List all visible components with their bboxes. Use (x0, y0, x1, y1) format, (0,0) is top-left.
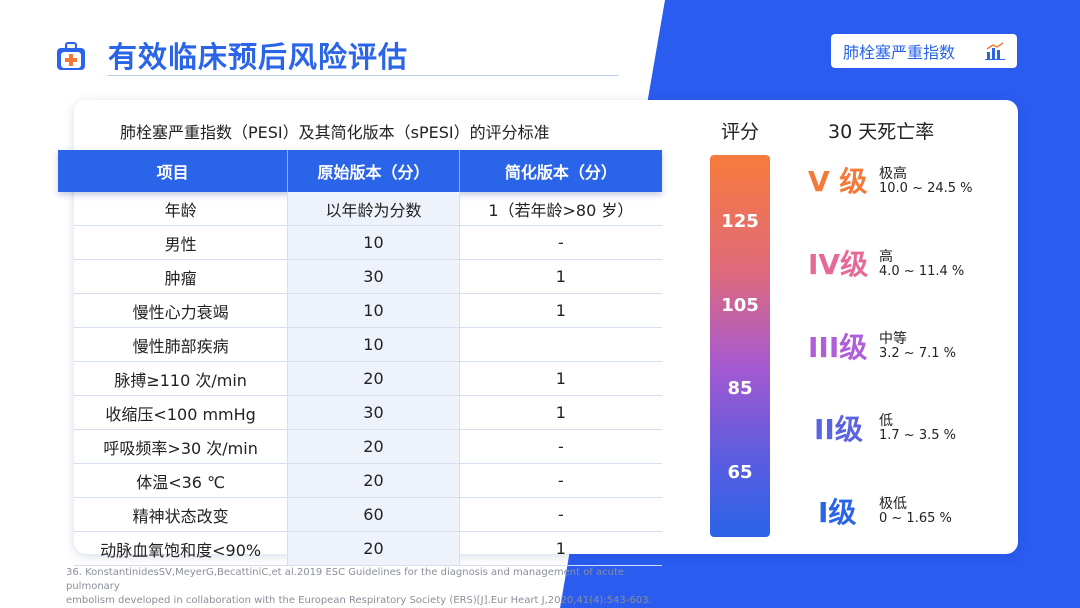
cell-original: 20 (287, 430, 459, 463)
page-title: 有效临床预后风险评估 (108, 40, 409, 74)
table-row: 年龄 以年龄为分数 1（若年龄>80 岁） (74, 192, 662, 226)
cell-item: 脉搏≥110 次/min (114, 370, 247, 390)
table-body: 年龄 以年龄为分数 1（若年龄>80 岁） 男性 10- 肿瘤 30 1 慢性心力衰竭 10… (74, 192, 662, 566)
level-grade: IV级 (808, 248, 869, 281)
cell-item: 呼吸频率>30 次/min (103, 438, 258, 458)
level-name: 极高 (879, 166, 907, 182)
score-tick: 105 (721, 295, 759, 316)
table-row: 男性 10- (74, 226, 662, 260)
cell-original: 30 (287, 396, 459, 429)
table-row: 慢性肺部疾病 10 (74, 328, 662, 362)
table-row: 动脉血氧饱和度<90% 20 1 (74, 532, 662, 566)
level-name: 极低 (879, 496, 907, 512)
cell-simplified (458, 328, 662, 361)
table-header: 项目 原始版本（分） 简化版本（分） (58, 150, 662, 192)
cell-simplified: 1 (458, 362, 662, 395)
score-tick: 65 (727, 462, 753, 483)
column-header-original: 原始版本（分） (287, 150, 458, 192)
topic-tag: 肺栓塞严重指数 (831, 34, 1017, 68)
score-tick: 85 (727, 378, 753, 399)
table-row: 肿瘤 30 1 (74, 260, 662, 294)
score-gradient-bar (710, 155, 770, 537)
level-name: 中等 (879, 331, 907, 347)
score-header: 评分 (721, 121, 760, 143)
table-row: 精神状态改变 60- (74, 498, 662, 532)
title-divider (108, 75, 618, 76)
footnote-line: 36. KonstantinidesSV,MeyerG,BecattiniC,e… (66, 567, 625, 592)
level-name: 高 (879, 249, 893, 265)
cell-simplified: 1（若年龄>80 岁） (458, 192, 662, 225)
cell-original: 10 (287, 226, 459, 259)
level-range: 10.0 ~ 24.5 % (879, 181, 973, 196)
medical-kit-icon (57, 42, 85, 70)
cell-item: 年龄 (164, 200, 197, 220)
table-row: 脉搏≥110 次/min 20 1 (74, 362, 662, 396)
cell-simplified: 1 (458, 260, 662, 293)
cell-original: 10 (287, 328, 459, 361)
cell-item: 精神状态改变 (132, 506, 229, 526)
cell-original: 30 (287, 260, 459, 293)
topic-tag-label: 肺栓塞严重指数 (843, 43, 956, 62)
level-range: 1.7 ~ 3.5 % (879, 428, 956, 443)
table-caption: 肺栓塞严重指数（PESI）及其简化版本（sPESI）的评分标准 (120, 123, 550, 142)
cell-simplified: - (458, 226, 662, 259)
footnote-line: embolism developed in collaboration with… (66, 595, 652, 606)
cell-original: 20 (287, 362, 459, 395)
level-grade: I级 (818, 496, 857, 529)
mortality-header: 30 天死亡率 (828, 121, 935, 143)
cell-original: 20 (287, 532, 459, 565)
level-grade: V 级 (808, 165, 868, 198)
table-row: 收缩压<100 mmHg 30 1 (74, 396, 662, 430)
cell-simplified: - (458, 430, 662, 463)
column-header-simplified: 简化版本（分） (458, 150, 662, 192)
table-row: 体温<36 ℃ 20- (74, 464, 662, 498)
cell-original: 以年龄为分数 (287, 192, 459, 225)
cell-item: 收缩压<100 mmHg (105, 404, 256, 424)
cell-item: 慢性肺部疾病 (132, 336, 229, 356)
cell-item: 肿瘤 (164, 268, 197, 288)
score-tick: 125 (721, 211, 759, 232)
table-row: 呼吸频率>30 次/min 20- (74, 430, 662, 464)
cell-original: 20 (287, 464, 459, 497)
cell-simplified: - (458, 464, 662, 497)
cell-simplified: 1 (458, 396, 662, 429)
cell-original: 60 (287, 498, 459, 531)
reference-footnote: 36. KonstantinidesSV,MeyerG,BecattiniC,e… (66, 566, 666, 608)
cell-item: 体温<36 ℃ (136, 472, 226, 492)
level-range: 4.0 ~ 11.4 % (879, 264, 965, 279)
column-header-item: 项目 (156, 163, 189, 182)
table-row: 慢性心力衰竭 10 1 (74, 294, 662, 328)
bar-chart-icon (985, 42, 1005, 60)
level-name: 低 (879, 413, 893, 429)
cell-item: 男性 (164, 234, 197, 254)
cell-item: 慢性心力衰竭 (132, 302, 229, 322)
level-grade: III级 (808, 331, 868, 364)
cell-original: 10 (287, 294, 459, 327)
cell-item: 动脉血氧饱和度<90% (100, 540, 262, 560)
level-range: 3.2 ~ 7.1 % (879, 346, 956, 361)
level-grade: II级 (814, 413, 863, 446)
level-range: 0 ~ 1.65 % (879, 511, 952, 526)
cell-simplified: 1 (458, 532, 662, 565)
cell-simplified: - (458, 498, 662, 531)
cell-simplified: 1 (458, 294, 662, 327)
